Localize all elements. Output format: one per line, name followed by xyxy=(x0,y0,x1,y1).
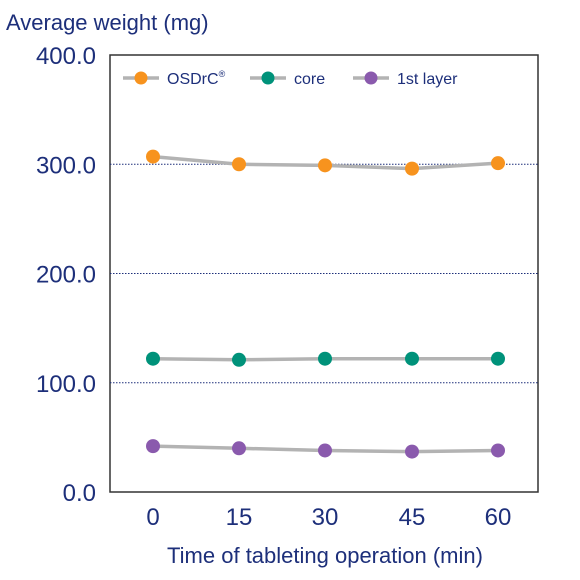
x-tick-label: 45 xyxy=(399,504,426,531)
legend-marker xyxy=(261,71,275,85)
data-point xyxy=(232,157,246,172)
y-tick-label: 100.0 xyxy=(36,371,96,398)
y-tick-label: 0.0 xyxy=(63,480,96,507)
series-points xyxy=(146,149,505,459)
legend-label: OSDrC® xyxy=(167,69,226,88)
legend-marker xyxy=(364,71,378,85)
data-point xyxy=(405,161,419,176)
y-tick-label: 400.0 xyxy=(36,43,96,70)
legend-label: core xyxy=(294,71,325,88)
x-axis-title: Time of tableting operation (min) xyxy=(167,543,483,568)
data-point xyxy=(491,443,505,458)
data-point xyxy=(232,352,246,367)
x-tick-labels: 0 15 30 45 60 xyxy=(146,504,511,531)
data-point xyxy=(146,351,160,366)
x-tick-label: 0 xyxy=(146,504,159,531)
legend-superscript: ® xyxy=(219,69,226,79)
legend-marker xyxy=(134,71,148,85)
legend: OSDrC® core 1st layer xyxy=(123,69,458,88)
x-tick-label: 30 xyxy=(312,504,339,531)
data-point xyxy=(318,158,332,173)
x-tick-label: 15 xyxy=(226,504,253,531)
y-tick-label: 200.0 xyxy=(36,262,96,289)
data-point xyxy=(405,351,419,366)
data-point xyxy=(146,149,160,164)
data-point xyxy=(491,351,505,366)
y-axis-title: Average weight (mg) xyxy=(6,10,209,35)
legend-label: 1st layer xyxy=(397,71,458,88)
y-tick-labels: 0.0 100.0 200.0 300.0 400.0 xyxy=(36,43,96,507)
data-point xyxy=(491,156,505,171)
x-tick-label: 60 xyxy=(485,504,512,531)
y-tick-label: 300.0 xyxy=(36,152,96,179)
data-point xyxy=(405,444,419,459)
data-point xyxy=(232,441,246,456)
data-point xyxy=(318,443,332,458)
data-point xyxy=(318,351,332,366)
data-point xyxy=(146,439,160,454)
